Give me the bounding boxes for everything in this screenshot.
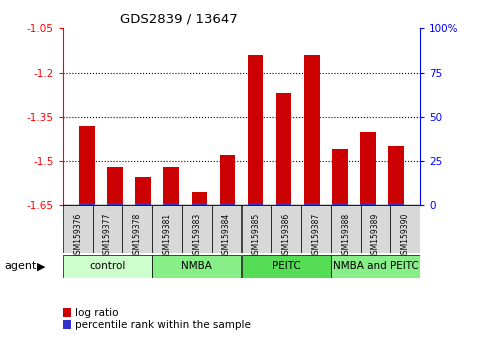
Bar	[248, 55, 263, 205]
Bar	[301, 205, 331, 253]
Bar	[212, 205, 242, 253]
Bar	[360, 132, 376, 205]
Bar	[152, 255, 242, 278]
Bar	[220, 155, 235, 205]
Bar	[276, 202, 291, 205]
Text: agent: agent	[5, 261, 37, 271]
Bar	[79, 126, 95, 205]
Bar	[107, 167, 123, 205]
Bar	[331, 255, 420, 278]
Text: GSM159390: GSM159390	[401, 212, 410, 259]
Bar	[388, 146, 404, 205]
Bar	[79, 202, 95, 205]
Bar	[304, 202, 320, 205]
Bar	[182, 205, 212, 253]
Text: ▶: ▶	[37, 261, 45, 271]
Bar	[135, 177, 151, 205]
Bar	[242, 205, 271, 253]
Bar	[390, 205, 420, 253]
Bar	[331, 205, 361, 253]
Text: GSM159388: GSM159388	[341, 212, 350, 259]
Text: GSM159377: GSM159377	[103, 212, 112, 259]
Text: PEITC: PEITC	[272, 261, 300, 272]
Text: GSM159384: GSM159384	[222, 212, 231, 259]
Bar	[107, 202, 123, 205]
Bar	[360, 202, 376, 205]
Bar	[332, 202, 348, 205]
Text: log ratio: log ratio	[75, 308, 118, 318]
Bar	[135, 202, 151, 205]
Bar	[242, 255, 331, 278]
Bar	[361, 205, 390, 253]
Bar	[163, 202, 179, 205]
Bar	[93, 205, 122, 253]
Bar	[276, 93, 291, 205]
Bar	[152, 205, 182, 253]
Bar	[63, 255, 152, 278]
Bar	[63, 205, 93, 253]
Text: GSM159386: GSM159386	[282, 212, 291, 259]
Bar	[304, 55, 320, 205]
Text: GSM159383: GSM159383	[192, 212, 201, 259]
Bar	[192, 202, 207, 205]
Bar	[220, 202, 235, 205]
Bar	[388, 202, 404, 205]
Text: GSM159387: GSM159387	[312, 212, 320, 259]
Text: GSM159376: GSM159376	[73, 212, 82, 259]
Text: GSM159381: GSM159381	[163, 212, 171, 259]
Text: GSM159389: GSM159389	[371, 212, 380, 259]
Text: control: control	[89, 261, 126, 272]
Text: GDS2839 / 13647: GDS2839 / 13647	[120, 12, 238, 25]
Text: GSM159385: GSM159385	[252, 212, 261, 259]
Text: NMBA: NMBA	[182, 261, 212, 272]
Bar	[192, 192, 207, 205]
Text: percentile rank within the sample: percentile rank within the sample	[75, 320, 251, 330]
Bar	[163, 167, 179, 205]
Text: NMBA and PEITC: NMBA and PEITC	[333, 261, 418, 272]
Bar	[332, 149, 348, 205]
Text: GSM159378: GSM159378	[133, 212, 142, 259]
Bar	[271, 205, 301, 253]
Bar	[248, 202, 263, 205]
Bar	[122, 205, 152, 253]
